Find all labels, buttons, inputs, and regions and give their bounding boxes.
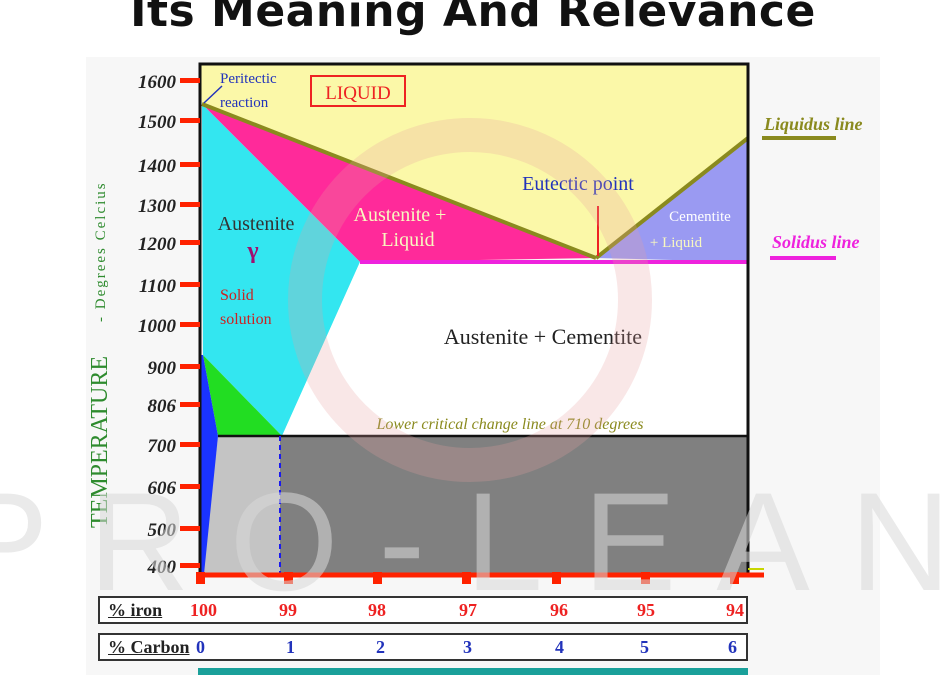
y-axis-ticks <box>180 78 200 568</box>
y-tick-label: 1600 <box>138 72 177 93</box>
iron-percent-label: % iron <box>108 600 163 620</box>
iron-percent-value: 95 <box>637 600 655 620</box>
y-tick-label: 900 <box>148 358 177 379</box>
y-axis-title: TEMPERATURE <box>87 356 113 528</box>
y-tick-label: 806 <box>148 396 177 417</box>
y-tick <box>180 322 200 327</box>
y-tick <box>180 78 200 83</box>
liquidus-line-label: Liquidus line <box>763 114 863 134</box>
y-tick <box>180 282 200 287</box>
x-tick <box>641 572 650 584</box>
carbon-percent-value: 4 <box>555 637 564 657</box>
y-tick-label: 500 <box>148 520 177 541</box>
liquidus-line-right <box>594 136 750 260</box>
y-tick <box>180 563 200 568</box>
solidus-line-label: Solidus line <box>772 232 860 252</box>
carbon-percent-value: 3 <box>463 637 472 657</box>
y-tick-label: 400 <box>147 557 177 578</box>
bottom-accent-bar <box>198 668 748 675</box>
y-tick <box>180 240 200 245</box>
carbon-percent-value: 5 <box>640 637 649 657</box>
x-tick <box>552 572 561 584</box>
solid-solution-label-line1: Solid <box>220 287 254 304</box>
iron-percent-value: 100 <box>190 600 217 620</box>
liquid-label: LIQUID <box>325 83 390 104</box>
y-tick <box>180 526 200 531</box>
iron-percent-value: 97 <box>459 600 477 620</box>
x-tick <box>373 572 382 584</box>
y-tick-label: 606 <box>148 478 177 499</box>
y-axis-subtitle: - Degrees Celcius <box>93 181 109 322</box>
y-tick <box>180 402 200 407</box>
carbon-percent-value: 6 <box>728 637 737 657</box>
carbon-percent-value: 2 <box>376 637 385 657</box>
y-tick-label: 700 <box>148 436 177 457</box>
eutectic-point-label: Eutectic point <box>522 173 634 195</box>
carbon-percent-value: 1 <box>286 637 295 657</box>
austenite-label: Austenite <box>218 213 295 235</box>
carbon-percent-value: 0 <box>196 637 205 657</box>
liquid-label-box <box>310 75 406 107</box>
pearlite-region-light <box>202 436 280 574</box>
peritectic-label-line2: reaction <box>220 95 269 111</box>
x-tick <box>730 572 739 584</box>
y-tick <box>180 118 200 123</box>
carbon-percent-row: % Carbon 0 1 2 3 4 5 6 <box>98 633 748 661</box>
iron-percent-row: % iron 100 99 98 97 96 95 94 <box>98 596 748 624</box>
x-tick <box>284 572 293 584</box>
y-tick-label: 1500 <box>138 112 177 133</box>
y-tick-label: 1300 <box>138 196 177 217</box>
lower-critical-label: Lower critical change line at 710 degree… <box>376 416 644 433</box>
pearlite-cementite-region <box>280 436 748 574</box>
iron-percent-value: 94 <box>726 600 744 620</box>
peritectic-label-line1: Peritectic <box>220 71 277 87</box>
austenite-liquid-label-line2: Liquid <box>381 229 434 251</box>
austenite-region <box>202 104 360 436</box>
austenite-cementite-region <box>282 262 748 436</box>
y-tick <box>180 442 200 447</box>
carbon-percent-label: % Carbon <box>108 637 190 657</box>
y-tick-label: 1400 <box>138 156 177 177</box>
watermark-text: PRO-LEAN <box>0 463 946 620</box>
cementite-liquid-label-line2: + Liquid <box>650 235 703 251</box>
cementite-liquid-label-line1: Cementite <box>669 209 731 225</box>
iron-percent-value: 99 <box>279 600 297 620</box>
y-tick <box>180 202 200 207</box>
austenite-cementite-label: Austenite + Cementite <box>444 324 642 349</box>
y-tick <box>180 162 200 167</box>
y-tick <box>180 364 200 369</box>
liquid-region <box>200 64 748 258</box>
x-axis-ticks <box>196 572 739 584</box>
y-tick <box>180 484 200 489</box>
liquidus-line-left <box>201 102 597 260</box>
page-title: Its Meaning And Relevance <box>130 0 816 37</box>
x-tick <box>462 572 471 584</box>
y-tick-label: 1000 <box>138 316 177 337</box>
iron-percent-value: 98 <box>368 600 386 620</box>
y-tick-label: 1200 <box>138 234 177 255</box>
austenite-liquid-label-line1: Austenite + <box>354 204 447 226</box>
ferrite-low-region <box>200 355 218 574</box>
watermark-logo-ring <box>288 118 652 482</box>
solid-solution-label-line2: solution <box>220 311 272 328</box>
y-tick-label: 1100 <box>139 276 176 297</box>
gamma-label: γ <box>246 238 258 264</box>
x-tick <box>196 572 205 584</box>
ferrite-region <box>203 355 282 436</box>
iron-percent-value: 96 <box>550 600 568 620</box>
peritectic-leader <box>203 85 223 104</box>
